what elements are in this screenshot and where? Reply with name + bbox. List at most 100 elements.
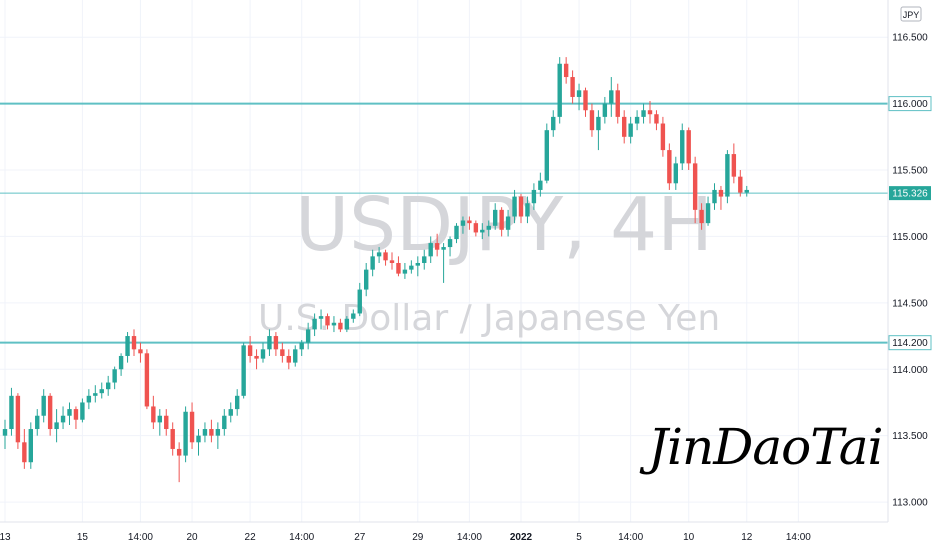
candle-body (538, 180, 543, 190)
candle-body (686, 130, 691, 164)
candle (338, 318, 343, 333)
candle (409, 260, 414, 274)
candle-body (364, 269, 369, 290)
x-tick-label: 20 (186, 532, 198, 543)
candle-body (247, 345, 253, 356)
candles (2, 57, 749, 483)
candle (647, 100, 653, 124)
candle (241, 342, 246, 399)
candle (376, 247, 382, 263)
candle-body (692, 163, 698, 210)
candle (9, 387, 14, 436)
candle-body (531, 189, 537, 204)
candle-body (170, 429, 175, 449)
candle (499, 207, 504, 237)
level-tag: 116.000 (888, 96, 932, 112)
currency-label: JPY (903, 10, 920, 20)
candle (725, 150, 730, 204)
candle-body (473, 223, 479, 233)
candle (551, 110, 556, 137)
candle-body (376, 252, 382, 257)
candle-body (60, 415, 66, 423)
candle (705, 196, 711, 226)
candle (428, 236, 433, 263)
candle (667, 143, 672, 190)
x-tick-label: 27 (354, 532, 366, 543)
candle (628, 116, 633, 144)
candle-body (222, 415, 227, 430)
time-axis: 13 15 14:00 20 22 14:00 27 29 14:00 2022 5 14:00 10 1… (0, 532, 811, 543)
current-price-label: 115.326 (892, 189, 928, 200)
candle-body (189, 411, 195, 443)
candle (576, 83, 582, 111)
price-tags: 116.000 114.200 115.326 (888, 96, 932, 351)
candle (563, 57, 569, 84)
candle-body (47, 395, 53, 430)
candle (157, 409, 162, 436)
candle (125, 332, 130, 363)
candle (447, 236, 453, 257)
candle (73, 406, 79, 430)
candle-body (622, 116, 627, 137)
candle-body (602, 103, 608, 117)
candle (235, 389, 240, 416)
candle (280, 342, 285, 363)
candle (454, 223, 459, 244)
x-tick-label: 14:00 (289, 532, 314, 543)
candle (222, 409, 227, 436)
candle (41, 389, 46, 423)
candle-body (235, 395, 240, 410)
x-tick-label: 10 (683, 532, 695, 543)
candle (357, 282, 362, 317)
signature-text: JinDaoTai (639, 418, 883, 476)
candle-body (402, 269, 408, 274)
candle-body (422, 256, 427, 263)
candle-body (667, 150, 672, 184)
candle (35, 409, 40, 436)
candle-body (293, 349, 298, 363)
candle (305, 322, 311, 350)
candle (512, 189, 517, 224)
candle (47, 393, 53, 436)
candle-body (144, 353, 150, 407)
candle-body (209, 429, 214, 436)
candle (273, 332, 279, 356)
candle-body (705, 203, 711, 224)
candle (28, 422, 33, 469)
candle (680, 123, 685, 171)
candle-body (415, 262, 420, 266)
candle-body (493, 209, 498, 226)
candle (106, 375, 111, 396)
candle (602, 96, 608, 124)
candle-body (447, 239, 453, 248)
candle (486, 220, 491, 237)
x-tick-label: 2022 (510, 532, 533, 543)
y-tick-label: 115.500 (892, 166, 928, 177)
candle-body (280, 349, 285, 356)
candle (80, 398, 85, 423)
candle (525, 196, 530, 224)
candle (331, 316, 337, 333)
level-tag-label: 114.200 (892, 338, 928, 349)
candle-body (260, 349, 266, 359)
candle-body (551, 116, 556, 131)
candle (228, 402, 233, 423)
candle-body (731, 154, 737, 177)
candle-body (486, 225, 491, 230)
currency-badge[interactable]: JPY (900, 6, 922, 22)
candle-body (609, 90, 614, 104)
candle (557, 57, 562, 124)
candle-body (28, 429, 33, 463)
candle-body (112, 369, 117, 383)
candle-body (744, 189, 749, 193)
candle (402, 262, 408, 279)
candle (731, 143, 737, 184)
candle-body (434, 243, 440, 250)
candle (93, 385, 98, 403)
candle-body (383, 252, 388, 261)
candle-body (286, 355, 291, 363)
candle-body (673, 163, 678, 184)
candle (344, 316, 350, 333)
candle (196, 429, 201, 456)
